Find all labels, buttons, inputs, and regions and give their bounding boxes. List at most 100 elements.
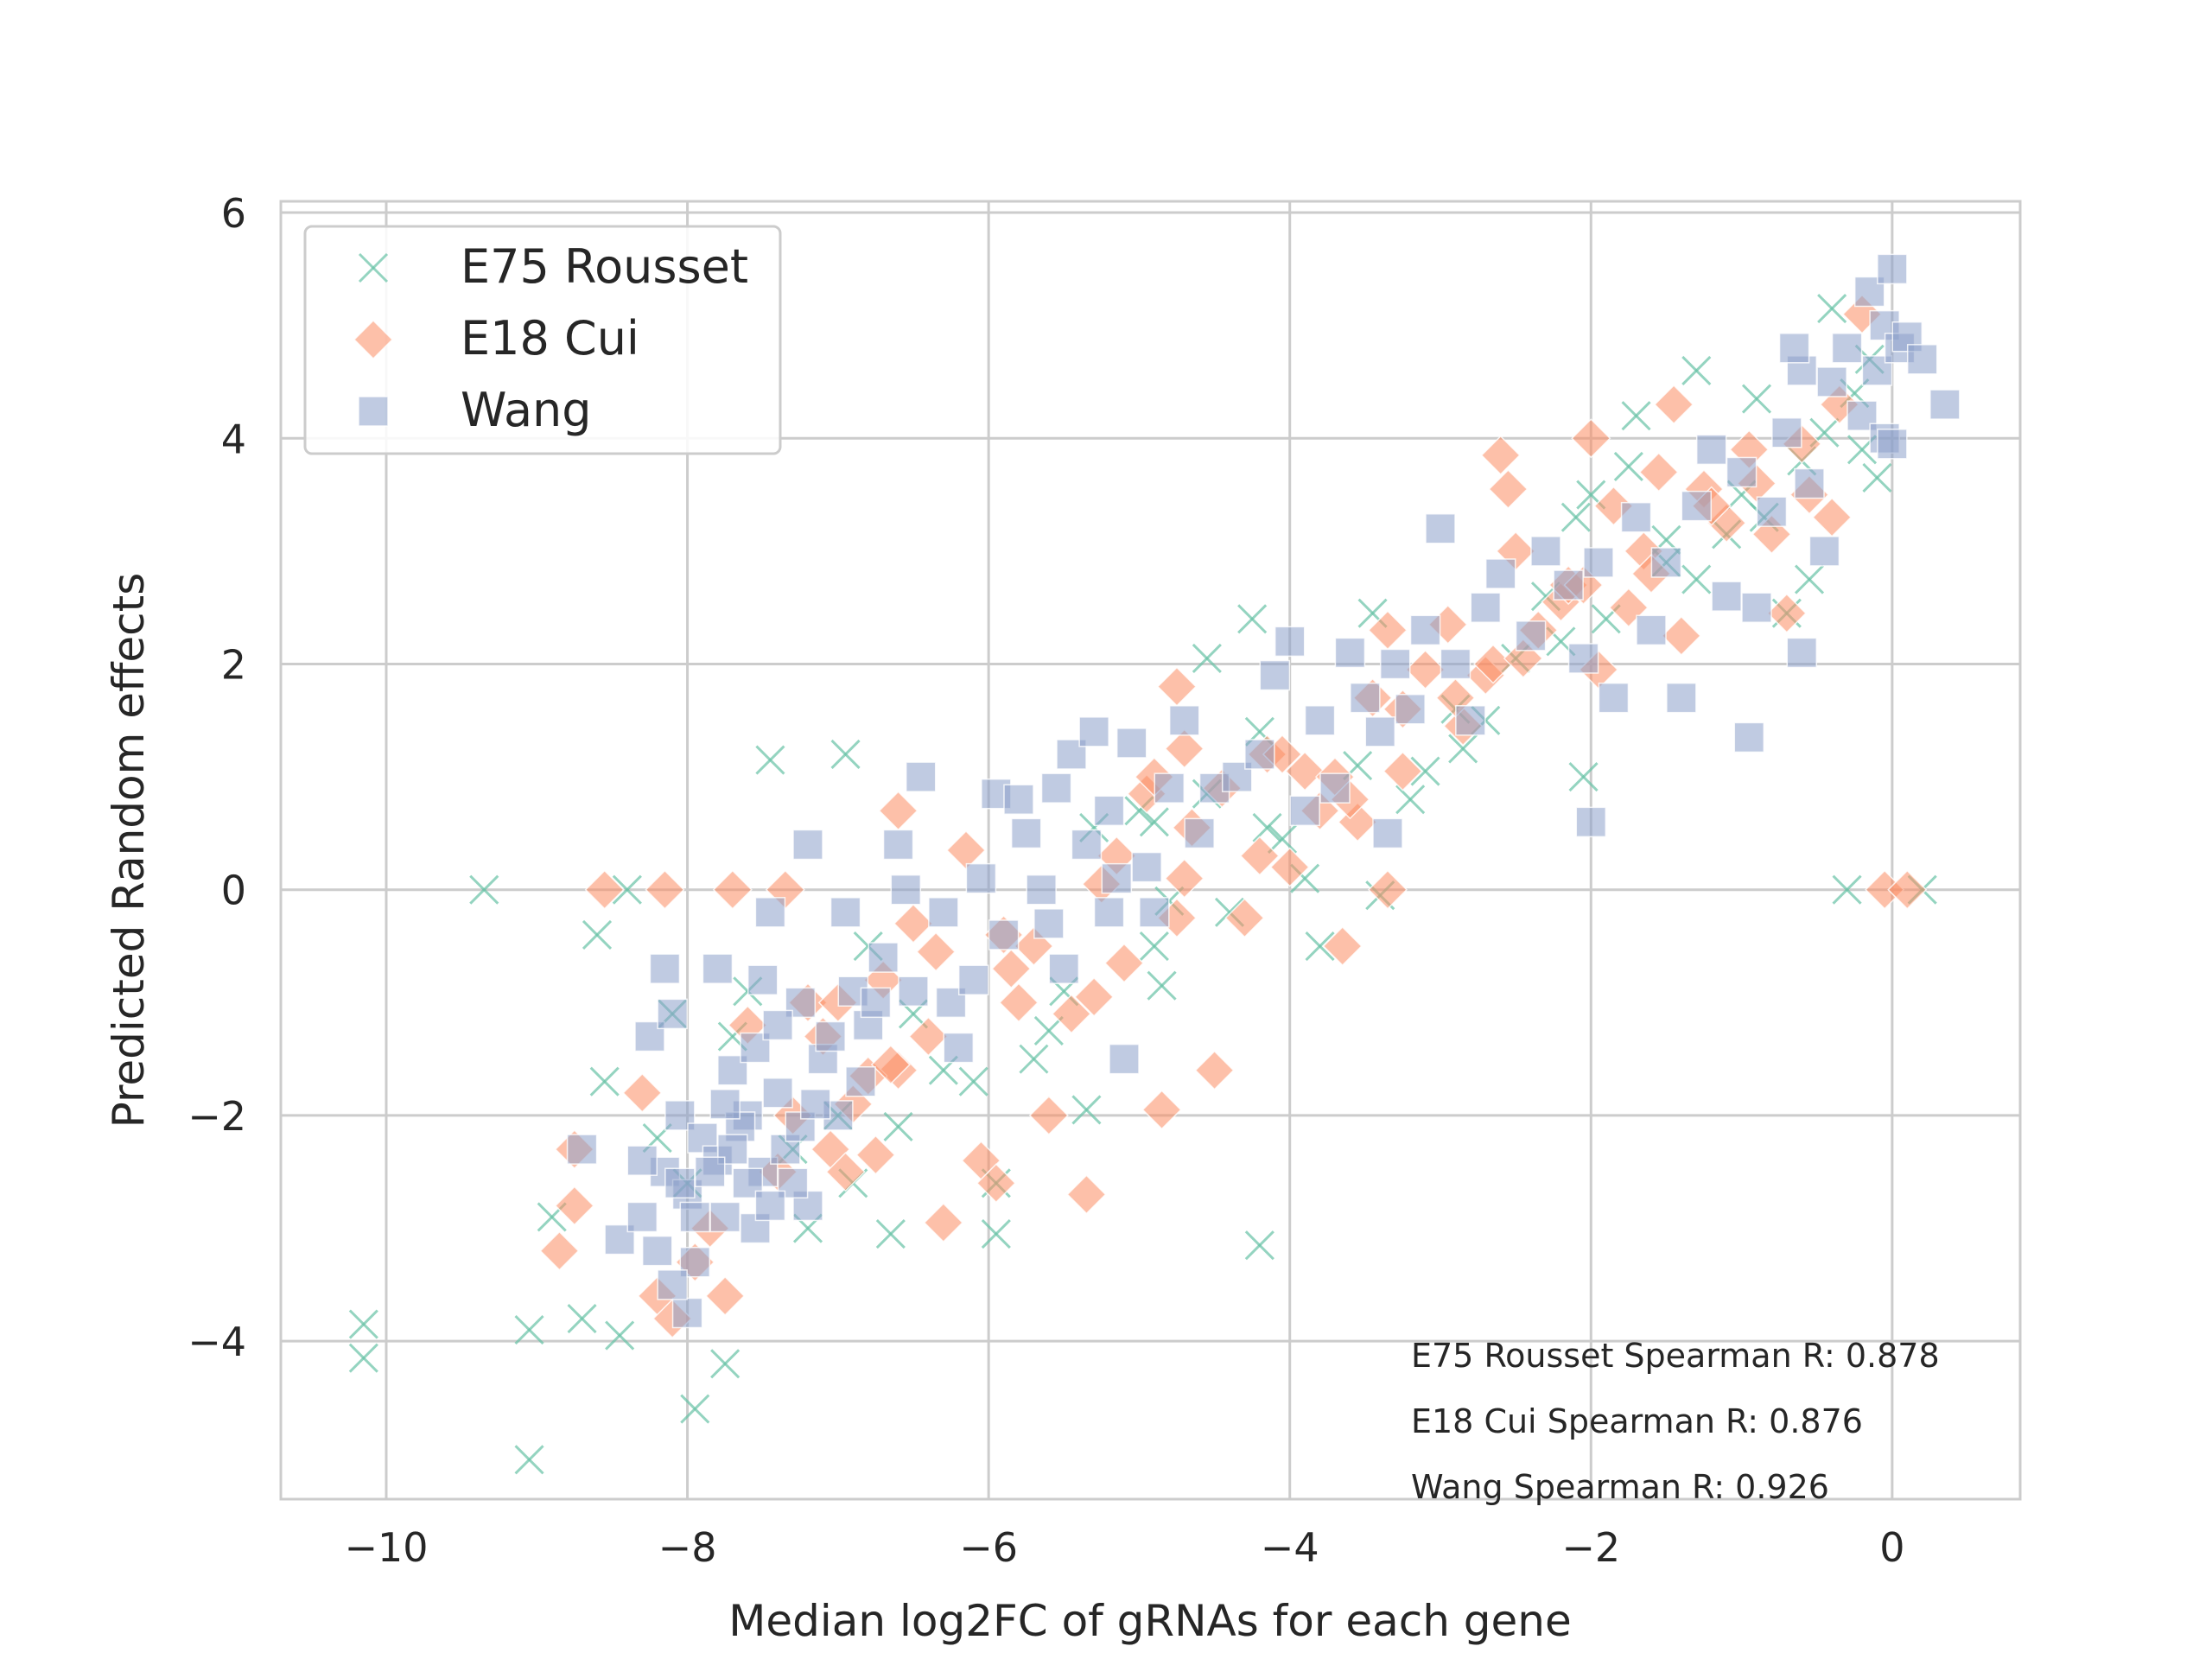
data-point [981, 1219, 1011, 1249]
legend-marker-e18-cui [353, 319, 394, 360]
data-point [1093, 795, 1125, 827]
data-point [469, 874, 499, 905]
data-point [958, 1066, 988, 1096]
data-point [514, 1315, 544, 1345]
data-point [1051, 994, 1092, 1034]
data-point [694, 1156, 726, 1187]
data-point [1164, 728, 1205, 769]
data-point [792, 829, 823, 861]
data-point [710, 1349, 741, 1379]
data-point [1571, 418, 1611, 459]
data-point [1319, 772, 1351, 804]
data-point [679, 1201, 711, 1233]
data-point [965, 862, 997, 894]
data-point [1877, 429, 1908, 460]
data-point [1832, 874, 1862, 905]
data-point [1194, 1050, 1235, 1090]
y-tick-label: 2 [221, 641, 246, 688]
data-point [762, 1077, 793, 1109]
data-point [1285, 751, 1325, 791]
data-point [1636, 614, 1667, 646]
data-point [1621, 401, 1651, 431]
tick-labels: −10 −8 −6 −4 −2 0 −4 −2 0 2 4 6 [188, 190, 1904, 1571]
data-point [1244, 1230, 1274, 1261]
data-point [1598, 682, 1630, 714]
data-point [1139, 897, 1170, 928]
data-point [709, 1089, 741, 1120]
y-tick-label: 0 [221, 868, 246, 914]
data-point [1568, 762, 1599, 792]
data-point [1906, 344, 1938, 375]
y-tick-label: −2 [188, 1093, 246, 1140]
data-point [1304, 705, 1336, 736]
data-point [712, 869, 753, 910]
data-point [1168, 705, 1200, 736]
data-point [680, 1394, 710, 1424]
data-point [1267, 823, 1298, 854]
data-point [1141, 1090, 1182, 1130]
data-point [1026, 874, 1057, 906]
data-point [1862, 462, 1892, 493]
x-tick-label: −6 [959, 1524, 1018, 1571]
data-point [1367, 869, 1408, 910]
data-point [1395, 785, 1426, 815]
data-point [755, 745, 785, 775]
data-point [762, 1009, 793, 1041]
data-point [883, 1111, 913, 1142]
data-point [1681, 355, 1712, 385]
data-point [1515, 620, 1547, 652]
series-wang [566, 253, 1961, 1329]
data-point [589, 1066, 620, 1096]
data-point [1567, 643, 1599, 674]
data-point [988, 919, 1020, 950]
data-point [1305, 931, 1335, 962]
data-point [1711, 581, 1742, 612]
data-point [1766, 593, 1807, 633]
data-point [1071, 829, 1103, 861]
data-point [1164, 858, 1205, 899]
data-point [1480, 435, 1521, 475]
data-point [709, 1201, 741, 1233]
data-point [1239, 836, 1280, 876]
data-point [657, 998, 688, 1030]
data-point [1074, 976, 1115, 1017]
data-point [1364, 716, 1396, 747]
data-point [916, 931, 957, 972]
data-point [612, 874, 642, 905]
annotation-rousset-spearman: E75 Rousset Spearman R: 0.878 [1411, 1337, 1940, 1375]
data-point [567, 1303, 597, 1334]
annotation-wang-spearman: Wang Spearman R: 0.926 [1411, 1468, 1829, 1506]
data-point [671, 1297, 703, 1329]
data-point [1650, 547, 1682, 578]
data-point [1681, 564, 1712, 594]
data-point [664, 1167, 696, 1199]
data-point [1470, 592, 1502, 623]
data-point [998, 982, 1039, 1023]
data-point [1877, 253, 1908, 285]
data-point [1040, 772, 1072, 804]
data-point [1455, 705, 1486, 736]
grid-lines [281, 201, 2020, 1499]
data-point [976, 1163, 1016, 1204]
data-point [928, 897, 959, 928]
data-point [584, 869, 625, 910]
data-point [1530, 536, 1561, 567]
data-point [1771, 416, 1802, 448]
data-point [539, 1230, 580, 1271]
data-point [1638, 452, 1679, 493]
data-point [1274, 626, 1306, 658]
data-point [1269, 847, 1310, 887]
x-tick-label: 0 [1879, 1524, 1904, 1571]
data-point [1733, 721, 1765, 753]
data-point [1410, 756, 1440, 786]
data-point [1252, 812, 1282, 842]
legend-box [303, 225, 782, 455]
data-point [1405, 649, 1446, 690]
legend-markers [353, 252, 394, 427]
data-point [860, 987, 892, 1019]
data-point [1116, 728, 1147, 759]
data-point [799, 1089, 831, 1120]
data-point [1379, 648, 1411, 680]
data-point [1071, 1095, 1102, 1125]
data-point [855, 1135, 896, 1175]
